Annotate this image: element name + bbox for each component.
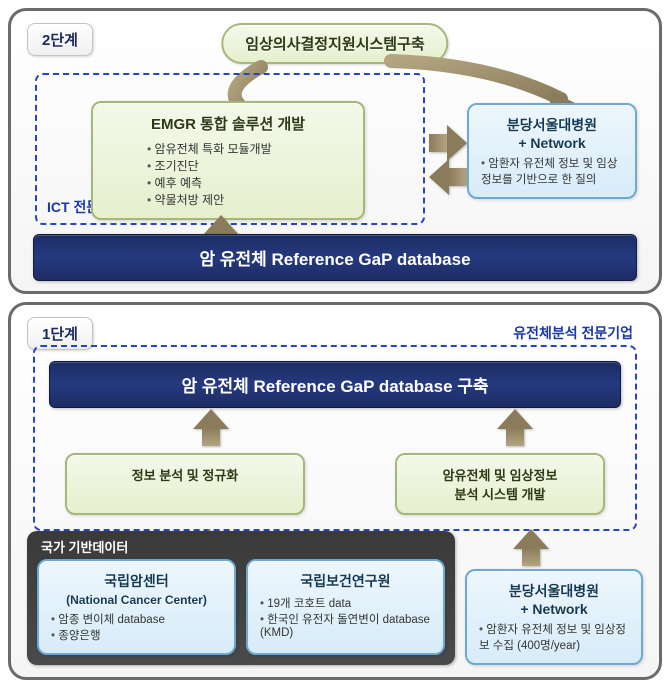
arrow-right-icon [429,125,467,161]
list-item: 암환자 유전체 정보 및 임상정보 수집 (400명/year) [479,621,629,653]
genomics-label: 유전체분석 전문기업 [513,323,633,343]
list-item: 조기진단 [147,157,347,174]
ncc-title: 국립암센터 (National Cancer Center) [51,571,222,607]
list-item: 예후 예측 [147,174,347,191]
nih-list: 19개 코호트 data 한국인 유전자 돌연변이 database (KMD) [260,595,431,639]
list-item: 한국인 유전자 돌연변이 database (KMD) [260,611,431,639]
ict-dashed-box: ICT 전문기업 EMGR 통합 솔루션 개발 암유전체 특화 모듈개발 조기진… [35,73,425,225]
info-analysis-box: 정보 분석 및 정규화 [65,453,305,515]
list-item: 종양은행 [51,627,222,643]
system-dev-box: 암유전체 및 임상정보 분석 시스템 개발 [395,453,605,515]
list-item: 약물처방 제안 [147,191,347,208]
stage2-panel: 2단계 임상의사결정지원시스템구축 ICT 전문기업 EMGR 통합 솔루션 개… [8,8,662,294]
nih-title: 국립보건연구원 [260,571,431,591]
arrow-up-icon [193,409,229,446]
nih-box: 국립보건연구원 19개 코호트 data 한국인 유전자 돌연변이 databa… [246,559,445,655]
stage2-navy-bar: 암 유전체 Reference GaP database [33,234,637,281]
list-item: 암종 변이체 database [51,611,222,627]
stage1-panel: 1단계 유전체분석 전문기업 암 유전체 Reference GaP datab… [8,302,662,680]
ncc-box: 국립암센터 (National Cancer Center) 암종 변이체 da… [37,559,236,655]
hospital-list: 암환자 유전체 정보 및 임상정보 수집 (400명/year) [479,621,629,653]
national-data-label: 국가 기반데이터 [41,537,128,556]
arrow-left-icon [429,159,467,195]
stage2-label: 2단계 [27,23,93,56]
info-analysis-label: 정보 분석 및 정규화 [132,468,239,483]
emgr-box: EMGR 통합 솔루션 개발 암유전체 특화 모듈개발 조기진단 예후 예측 약… [91,101,365,220]
ncc-list: 암종 변이체 database 종양은행 [51,611,222,643]
stage2-hospital-box: 분당서울대병원 + Network 암환자 유전체 정보 및 임상정보를 기반으… [467,103,637,199]
emgr-title: EMGR 통합 솔루션 개발 [109,113,347,134]
stage1-hospital-box: 분당서울대병원 + Network 암환자 유전체 정보 및 임상정보 수집 (… [465,569,643,665]
list-item: 19개 코호트 data [260,595,431,611]
genomics-dashed-box: 유전체분석 전문기업 암 유전체 Reference GaP database … [33,345,637,531]
emgr-list: 암유전체 특화 모듈개발 조기진단 예후 예측 약물처방 제안 [109,140,347,208]
hospital-title: 분당서울대병원 + Network [481,115,623,151]
arrow-up-icon [497,409,533,446]
list-item: 암환자 유전체 정보 및 임상정보를 기반으로 한 질의 [481,155,623,187]
national-data-container: 국가 기반데이터 국립암센터 (National Cancer Center) … [27,531,455,665]
list-item: 암유전체 특화 모듈개발 [147,140,347,157]
hospital-title: 분당서울대병원 + Network [479,581,629,617]
hospital-list: 암환자 유전체 정보 및 임상정보를 기반으로 한 질의 [481,155,623,187]
stage1-navy-bar: 암 유전체 Reference GaP database 구축 [49,361,621,408]
